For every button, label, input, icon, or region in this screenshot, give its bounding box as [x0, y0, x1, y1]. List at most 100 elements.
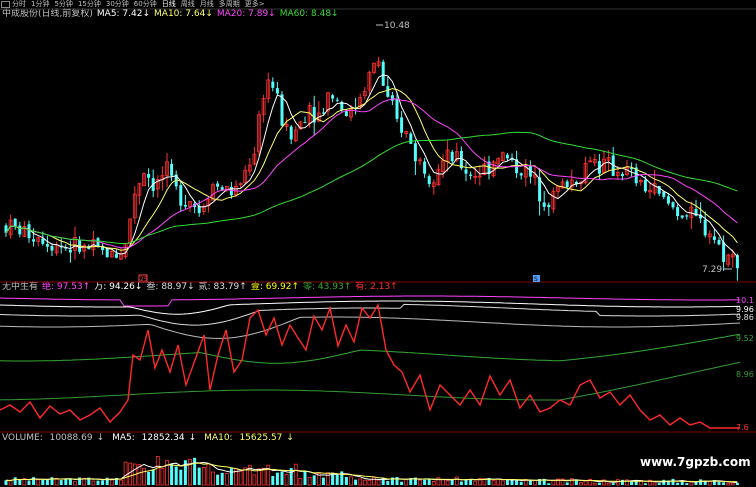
volume-bar — [340, 471, 344, 485]
volume-bar — [505, 480, 509, 485]
volume-bar — [569, 478, 574, 486]
volume-bar — [32, 477, 36, 485]
candle-body — [271, 81, 275, 88]
volume-bar — [123, 461, 128, 486]
period-tab-7[interactable]: 周线 — [180, 0, 195, 8]
volume-bar — [510, 479, 514, 485]
period-tab-5[interactable]: 60分钟 — [133, 0, 157, 8]
volume-bar — [500, 480, 505, 486]
volume-bar — [257, 468, 261, 486]
candle-body — [685, 215, 689, 217]
volume-bar — [321, 477, 325, 485]
volume-bar — [436, 477, 441, 486]
ma10-line — [5, 88, 738, 251]
candle-body — [73, 236, 77, 251]
event-mark — [138, 274, 148, 283]
volume-bar — [298, 478, 303, 486]
ma-legend: MA5: 7.42↓ MA10: 7.64↓ MA20: 7.89↓ MA60: 8.… — [97, 9, 343, 20]
volume-bar — [726, 482, 731, 486]
volume-bar — [151, 469, 155, 485]
candle-body — [477, 175, 482, 178]
candle-body — [4, 225, 8, 233]
candle-body — [316, 112, 321, 122]
candle-body — [441, 160, 445, 172]
volume-bar — [477, 477, 482, 486]
volume-bar — [349, 476, 353, 486]
candle-body — [367, 71, 372, 91]
candle-body — [170, 163, 174, 176]
volume-bar — [8, 480, 13, 486]
ma-legend-item-1: MA10: 7.64↓ — [154, 9, 213, 19]
volume-bar — [533, 479, 537, 486]
candle-body — [381, 61, 385, 86]
period-tab-8[interactable]: 月线 — [199, 0, 214, 8]
indicator-field-5: 零: 43.93↑ — [303, 282, 352, 292]
candle-body — [602, 158, 606, 173]
window-icon[interactable] — [1, 1, 10, 8]
candle-body — [615, 171, 620, 176]
candle-body — [280, 94, 284, 126]
volume-bar — [142, 467, 146, 486]
candle-body — [395, 98, 399, 119]
candle-body — [321, 112, 325, 114]
candle-body — [376, 61, 381, 67]
period-tab-6[interactable]: 日线 — [161, 0, 176, 8]
candle-body — [188, 201, 192, 207]
volume-bar — [303, 470, 307, 485]
ma-legend-item-2: MA20: 7.89↓ — [216, 9, 276, 19]
volume-bar — [547, 483, 551, 485]
volume-bar — [735, 482, 739, 485]
volume-bar — [326, 472, 330, 486]
candle-body — [482, 163, 487, 176]
candle-body — [657, 185, 661, 194]
volume-bar — [312, 475, 316, 485]
period-tab-9[interactable]: 多周期 — [218, 0, 240, 8]
volume-bar — [96, 480, 100, 485]
event-mark — [533, 275, 540, 282]
volume-bar — [630, 481, 634, 485]
candle-body — [464, 169, 468, 174]
volume-bar — [699, 479, 703, 485]
volume-bar — [469, 478, 473, 485]
volume-bar — [676, 482, 680, 485]
candle-body — [289, 126, 293, 140]
volume-bar — [358, 478, 363, 486]
candle-body — [41, 238, 45, 244]
candle-body — [45, 244, 49, 247]
candle-body — [634, 167, 638, 184]
volume-bar — [261, 467, 266, 486]
volume-ma5-line — [5, 461, 738, 484]
candle-body — [82, 244, 87, 252]
candle-body — [427, 176, 431, 185]
candle-body — [142, 173, 146, 187]
candle-body — [459, 150, 463, 169]
candle-body — [680, 215, 684, 218]
candle-body — [252, 153, 257, 165]
candle-body — [574, 181, 578, 185]
volume-bar — [712, 480, 716, 485]
volume-bar — [648, 479, 652, 486]
volume-bar — [386, 481, 390, 485]
period-tab-2[interactable]: 5分钟 — [54, 0, 73, 8]
period-tab-1[interactable]: 1分钟 — [31, 0, 50, 8]
indicator-name: 无中生有 — [2, 282, 39, 292]
candle-body — [155, 179, 160, 190]
candle-body — [528, 166, 532, 177]
candle-body — [588, 160, 593, 163]
volume-bar — [542, 478, 546, 485]
candle-body — [569, 179, 574, 188]
candle-body — [712, 236, 716, 240]
volume-ma5: MA5: 12852.34 ↓ — [112, 433, 197, 443]
ma-legend-item-3: MA60: 8.48↓ — [279, 9, 339, 19]
candle-body — [542, 202, 546, 207]
period-tab-10[interactable]: 更多> — [244, 0, 265, 8]
candle-body — [638, 179, 643, 183]
volume-bar — [284, 474, 289, 486]
indicator-line-you — [0, 303, 740, 429]
candle-body — [229, 186, 233, 196]
period-tab-3[interactable]: 15分钟 — [77, 0, 101, 8]
ma-legend-item-0: MA5: 7.42↓ — [96, 9, 151, 19]
period-tab-4[interactable]: 30分钟 — [105, 0, 129, 8]
period-tab-0[interactable]: 分时 — [12, 0, 26, 8]
